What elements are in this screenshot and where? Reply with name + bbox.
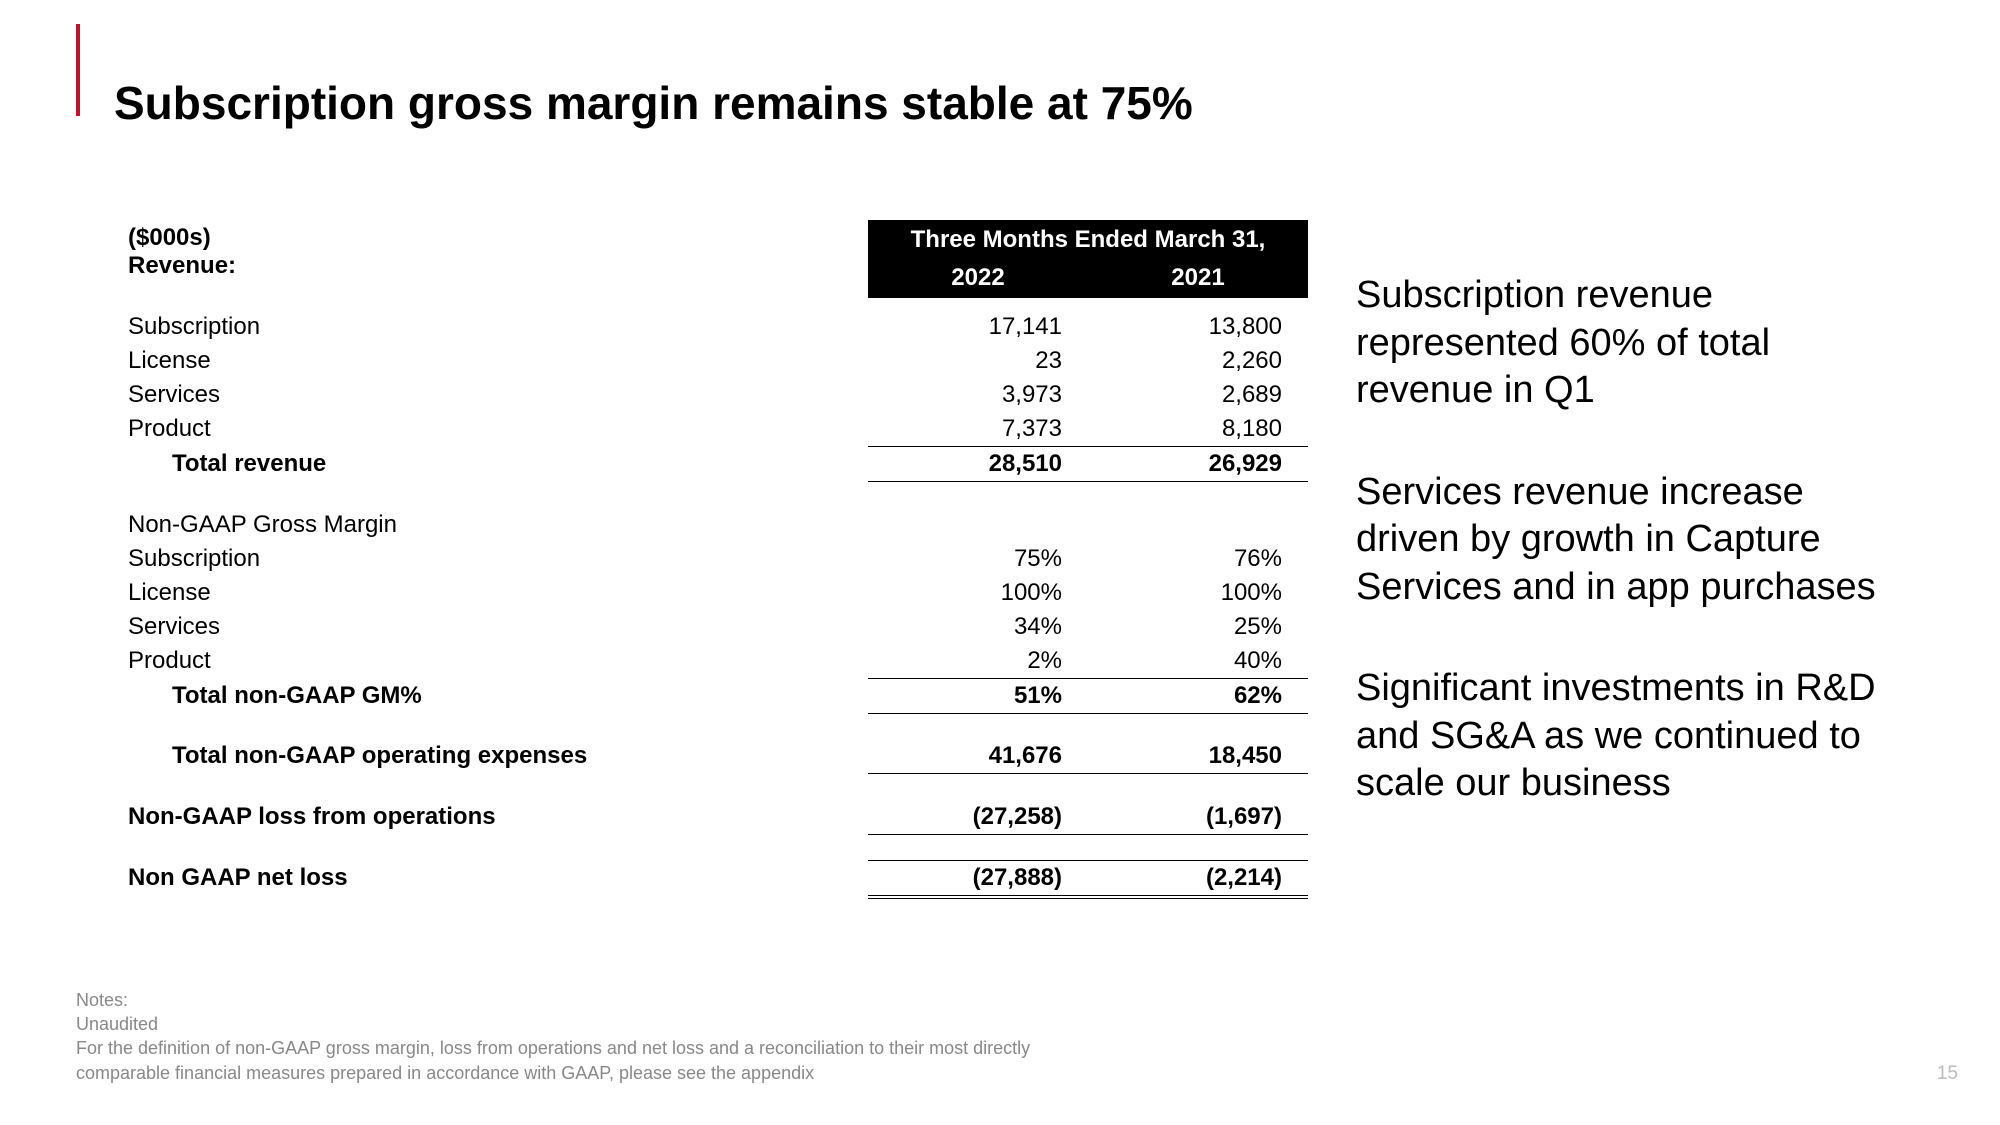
- cell-value: (27,888): [868, 860, 1088, 897]
- row-label: Services: [128, 378, 868, 412]
- row-label: Subscription: [128, 310, 868, 344]
- cell-value: 25%: [1088, 610, 1308, 644]
- cell-value: 40%: [1088, 644, 1308, 679]
- cell-value: 18,450: [1088, 739, 1308, 774]
- col-year-1: 2022: [868, 260, 1088, 298]
- cell-value: 3,973: [868, 378, 1088, 412]
- row-label: Total non-GAAP operating expenses: [128, 739, 868, 774]
- table-row: License 100% 100%: [128, 576, 1308, 610]
- callout-paragraph: Subscription revenue represented 60% of …: [1356, 272, 1906, 415]
- cell-value: 13,800: [1088, 310, 1308, 344]
- cell-value: 23: [868, 344, 1088, 378]
- row-label: Product: [128, 644, 868, 679]
- row-label: Subscription: [128, 542, 868, 576]
- cell-value: 100%: [1088, 576, 1308, 610]
- table-row-total: Total non-GAAP GM% 51% 62%: [128, 678, 1308, 713]
- notes-heading: Notes:: [76, 988, 1076, 1012]
- table-row: Subscription 75% 76%: [128, 542, 1308, 576]
- cell-value: 7,373: [868, 412, 1088, 447]
- cell-value: (1,697): [1088, 800, 1308, 835]
- revenue-section-label: Revenue:: [128, 252, 868, 280]
- cell-value: 75%: [868, 542, 1088, 576]
- table-row: Non-GAAP Gross Margin: [128, 508, 1308, 542]
- table-row: Non-GAAP loss from operations (27,258) (…: [128, 800, 1308, 835]
- units-label: ($000s): [128, 224, 868, 252]
- cell-value: 17,141: [868, 310, 1088, 344]
- row-label: Services: [128, 610, 868, 644]
- cell-value: (27,258): [868, 800, 1088, 835]
- row-label: License: [128, 344, 868, 378]
- callout-paragraph: Significant investments in R&D and SG&A …: [1356, 665, 1906, 808]
- table-row: Services 3,973 2,689: [128, 378, 1308, 412]
- row-label: Total non-GAAP GM%: [128, 678, 868, 713]
- footnotes: Notes: Unaudited For the definition of n…: [76, 988, 1076, 1085]
- notes-line: For the definition of non-GAAP gross mar…: [76, 1036, 1076, 1085]
- table-row: License 23 2,260: [128, 344, 1308, 378]
- financial-table: ($000s) Revenue: Three Months Ended Marc…: [128, 220, 1308, 899]
- cell-value: 51%: [868, 678, 1088, 713]
- cell-value: 62%: [1088, 678, 1308, 713]
- table-row: Services 34% 25%: [128, 610, 1308, 644]
- callout-column: Subscription revenue represented 60% of …: [1356, 220, 1906, 899]
- cell-value: 100%: [868, 576, 1088, 610]
- col-year-2: 2021: [1088, 260, 1308, 298]
- table-row: Product 2% 40%: [128, 644, 1308, 679]
- table-row: Product 7,373 8,180: [128, 412, 1308, 447]
- row-label: Product: [128, 412, 868, 447]
- row-label: Non-GAAP loss from operations: [128, 800, 868, 835]
- page-title: Subscription gross margin remains stable…: [114, 76, 1193, 130]
- cell-value: 28,510: [868, 447, 1088, 482]
- accent-bar: [76, 24, 80, 116]
- table-row: Total non-GAAP operating expenses 41,676…: [128, 739, 1308, 774]
- cell-value: 34%: [868, 610, 1088, 644]
- cell-value: (2,214): [1088, 860, 1308, 897]
- page-number: 15: [1937, 1063, 1958, 1085]
- notes-line: Unaudited: [76, 1012, 1076, 1036]
- table-row: Non GAAP net loss (27,888) (2,214): [128, 860, 1308, 897]
- callout-paragraph: Services revenue increase driven by grow…: [1356, 469, 1906, 612]
- content-area: ($000s) Revenue: Three Months Ended Marc…: [128, 220, 1906, 899]
- row-label: Total revenue: [128, 447, 868, 482]
- cell-value: 26,929: [1088, 447, 1308, 482]
- table-row-total: Total revenue 28,510 26,929: [128, 447, 1308, 482]
- cell-value: 41,676: [868, 739, 1088, 774]
- cell-value: 2,689: [1088, 378, 1308, 412]
- period-header: Three Months Ended March 31,: [868, 220, 1308, 260]
- cell-value: 76%: [1088, 542, 1308, 576]
- gm-section-label: Non-GAAP Gross Margin: [128, 508, 868, 542]
- cell-value: 8,180: [1088, 412, 1308, 447]
- table-row: Subscription 17,141 13,800: [128, 310, 1308, 344]
- cell-value: 2,260: [1088, 344, 1308, 378]
- cell-value: 2%: [868, 644, 1088, 679]
- row-label: Non GAAP net loss: [128, 860, 868, 897]
- row-label: License: [128, 576, 868, 610]
